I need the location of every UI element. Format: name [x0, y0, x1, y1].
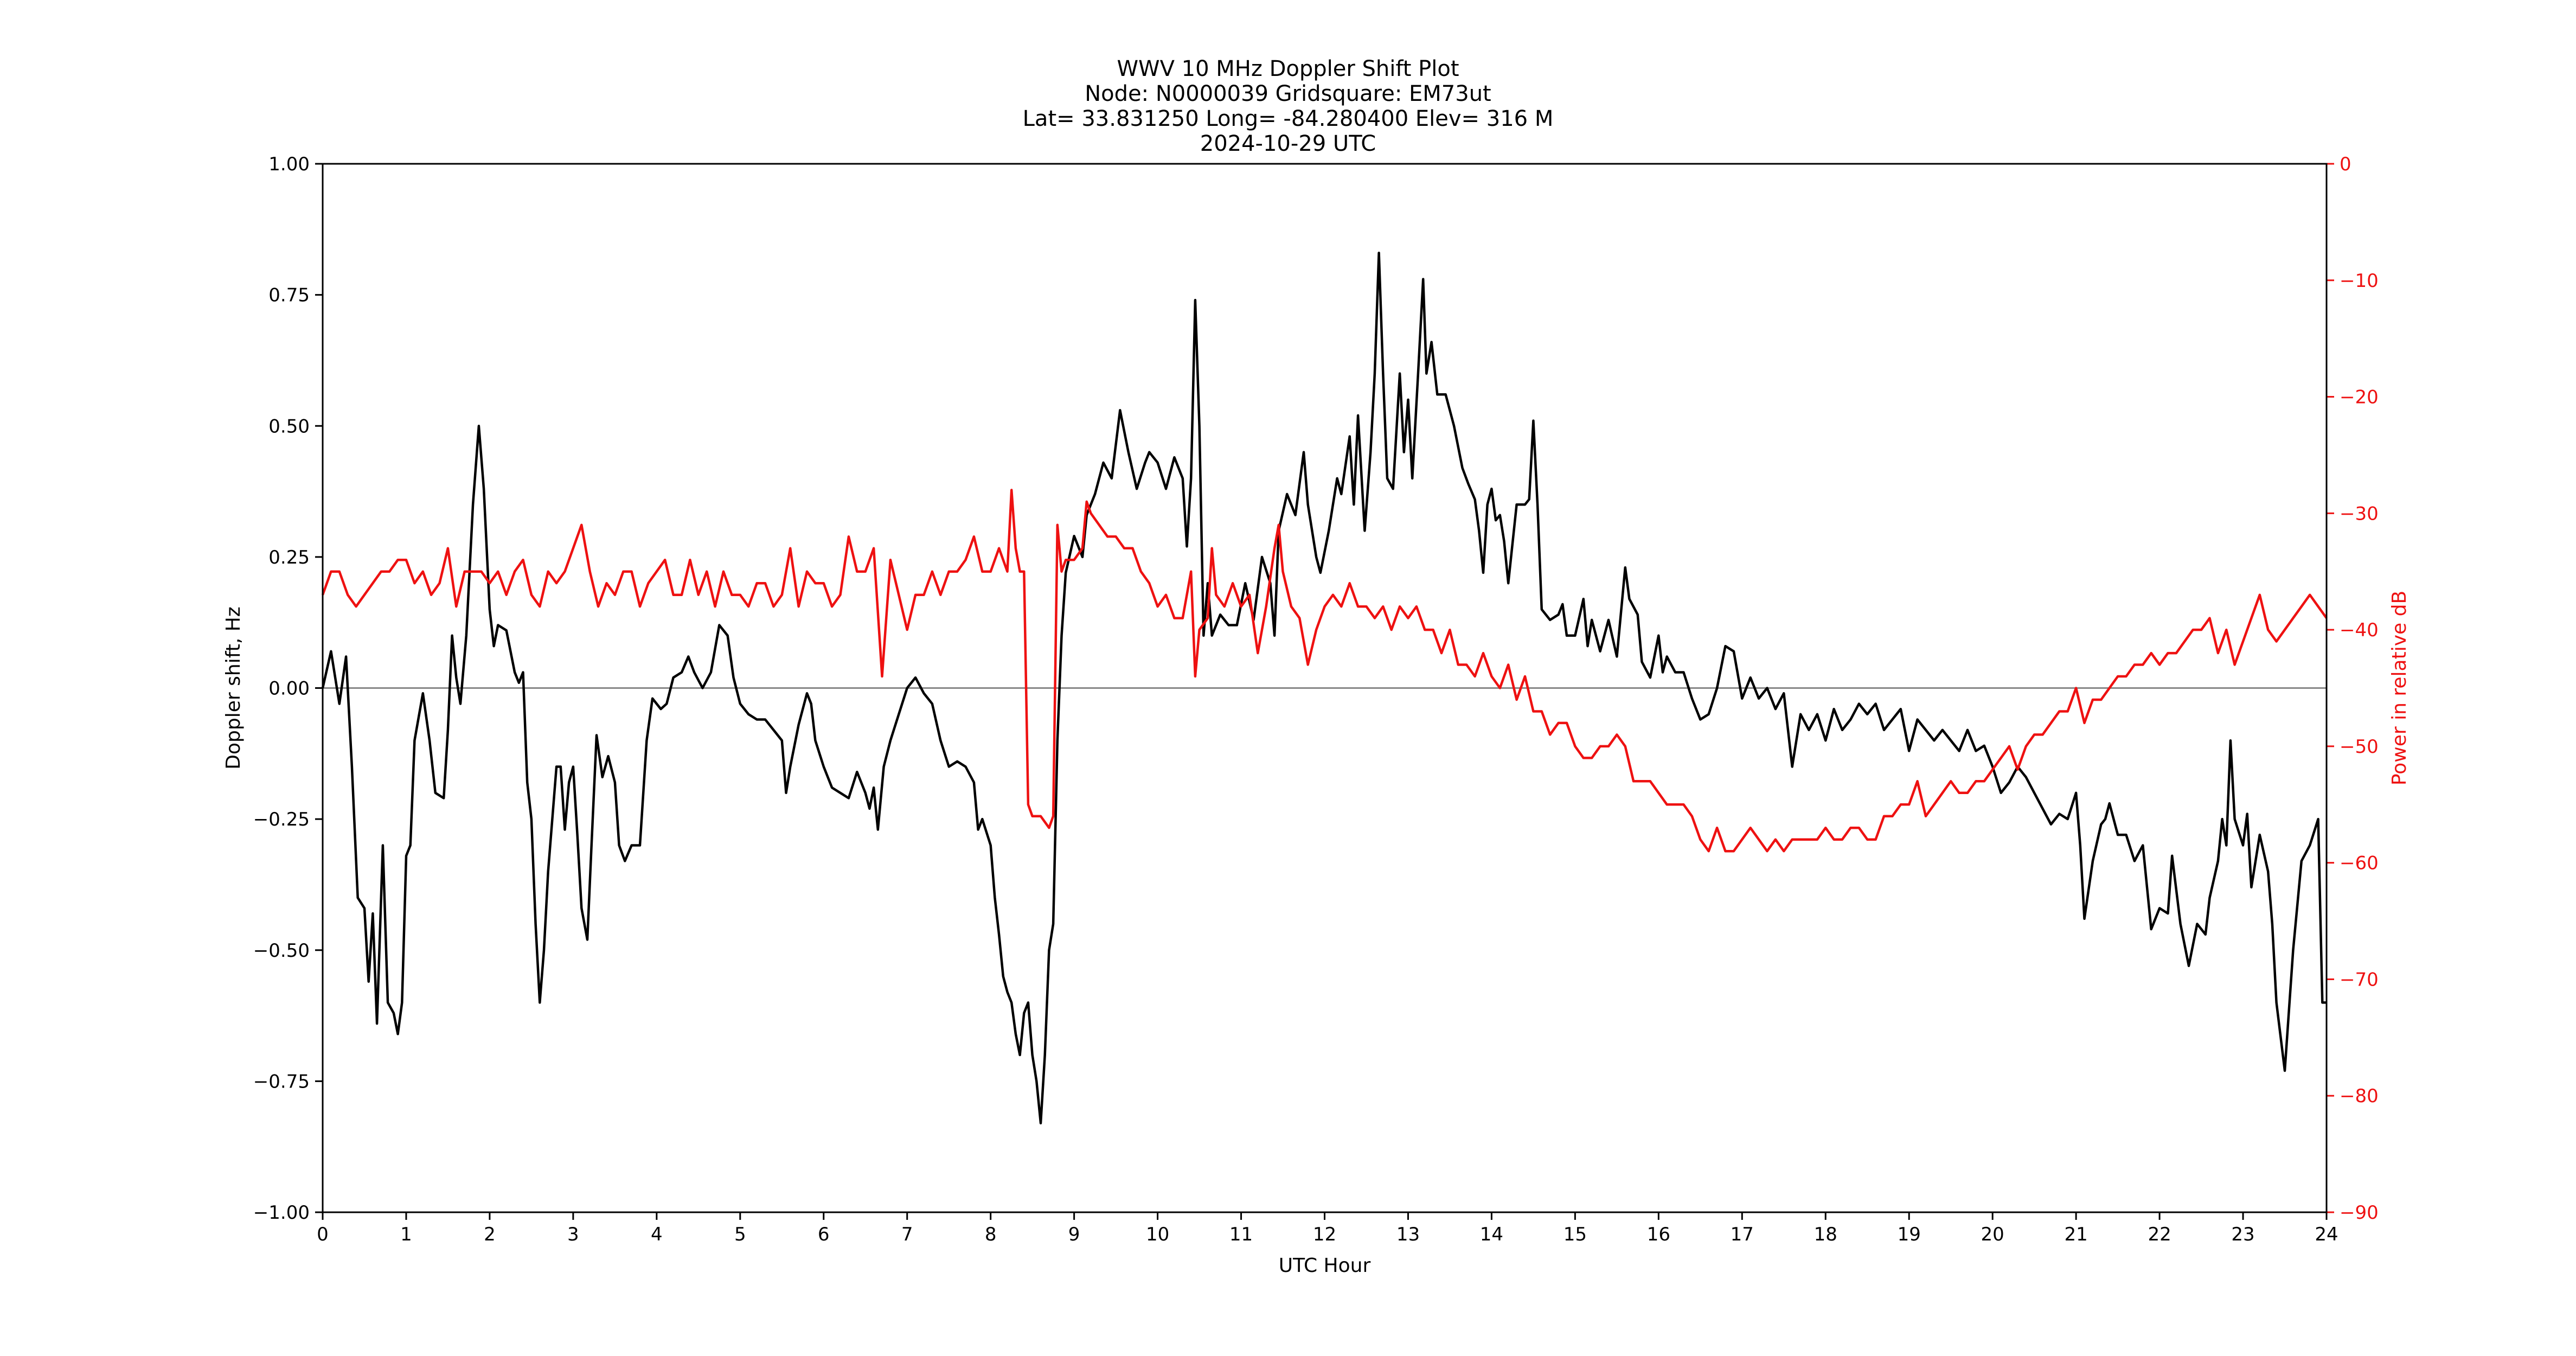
y-left-tick-label: 0.25 [268, 547, 310, 568]
y-right-tick-label: −20 [2340, 387, 2379, 408]
y-left-tick-label: 1.00 [268, 153, 310, 175]
x-tick-label: 1 [400, 1224, 412, 1245]
power-series-line [321, 489, 2328, 853]
y-right-tick-label: −90 [2340, 1202, 2379, 1224]
y-right-tick-label: −10 [2340, 270, 2379, 292]
y-right-tick-label: 0 [2340, 153, 2351, 175]
x-tick-label: 12 [1313, 1224, 1336, 1245]
x-tick-label: 2 [484, 1224, 496, 1245]
x-tick-label: 10 [1146, 1224, 1169, 1245]
x-tick-label: 7 [901, 1224, 913, 1245]
series-layer [321, 252, 2328, 1124]
x-tick-label: 3 [567, 1224, 579, 1245]
x-tick-label: 21 [2064, 1224, 2087, 1245]
y-left-tick-label: 0.00 [268, 678, 310, 700]
x-tick-label: 8 [985, 1224, 997, 1245]
x-tick-label: 4 [651, 1224, 663, 1245]
y-left-tick-label: 0.75 [268, 285, 310, 306]
y-right-tick-label: −80 [2340, 1085, 2379, 1107]
y-axis-label-right: Power in relative dB [2388, 591, 2411, 785]
x-tick-label: 24 [2315, 1224, 2338, 1245]
x-tick-label: 22 [2148, 1224, 2171, 1245]
y-left-tick-label: −0.75 [253, 1071, 310, 1092]
y-left-tick-label: −0.25 [253, 809, 310, 830]
x-tick-label: 5 [734, 1224, 746, 1245]
y-axis-label-left: Doppler shift, Hz [222, 606, 245, 769]
x-tick-label: 16 [1647, 1224, 1670, 1245]
x-tick-label: 14 [1480, 1224, 1503, 1245]
y-left-tick-label: −0.50 [253, 940, 310, 962]
x-tick-label: 17 [1731, 1224, 1754, 1245]
y-right-tick-label: −50 [2340, 736, 2379, 758]
x-tick-label: 9 [1068, 1224, 1080, 1245]
chart-title-line-1: WWV 10 MHz Doppler Shift Plot [1117, 56, 1459, 81]
y-left-tick-label: 0.50 [268, 415, 310, 437]
y-right-tick-label: −60 [2340, 853, 2379, 874]
x-tick-label: 6 [818, 1224, 830, 1245]
chart-title-line-3: Lat= 33.831250 Long= -84.280400 Elev= 31… [1022, 106, 1554, 131]
y-right-tick-label: −40 [2340, 619, 2379, 641]
y-right-tick-label: −30 [2340, 503, 2379, 525]
x-tick-label: 18 [1814, 1224, 1837, 1245]
x-axis-label: UTC Hour [1279, 1255, 1371, 1277]
plot-frame [322, 163, 2328, 1213]
chart-title-line-4: 2024-10-29 UTC [1200, 131, 1376, 156]
doppler-series-line [321, 252, 2327, 1124]
x-tick-label: 13 [1396, 1224, 1420, 1245]
x-tick-label: 15 [1563, 1224, 1587, 1245]
y-right-tick-label: −70 [2340, 969, 2379, 990]
x-tick-label: 0 [317, 1224, 329, 1245]
x-tick-label: 20 [1981, 1224, 2004, 1245]
ticks-layer: 0 1 2 3 4 5 6 7 8 9 10 11 12 13 14 15 16 17 18 19 20 21 22 23 24… [253, 153, 2379, 1245]
x-tick-label: 19 [1898, 1224, 1921, 1245]
chart-title-line-2: Node: N0000039 Gridsquare: EM73ut [1085, 81, 1491, 106]
x-tick-label: 23 [2231, 1224, 2254, 1245]
x-tick-label: 11 [1229, 1224, 1253, 1245]
y-left-tick-label: −1.00 [253, 1202, 310, 1224]
